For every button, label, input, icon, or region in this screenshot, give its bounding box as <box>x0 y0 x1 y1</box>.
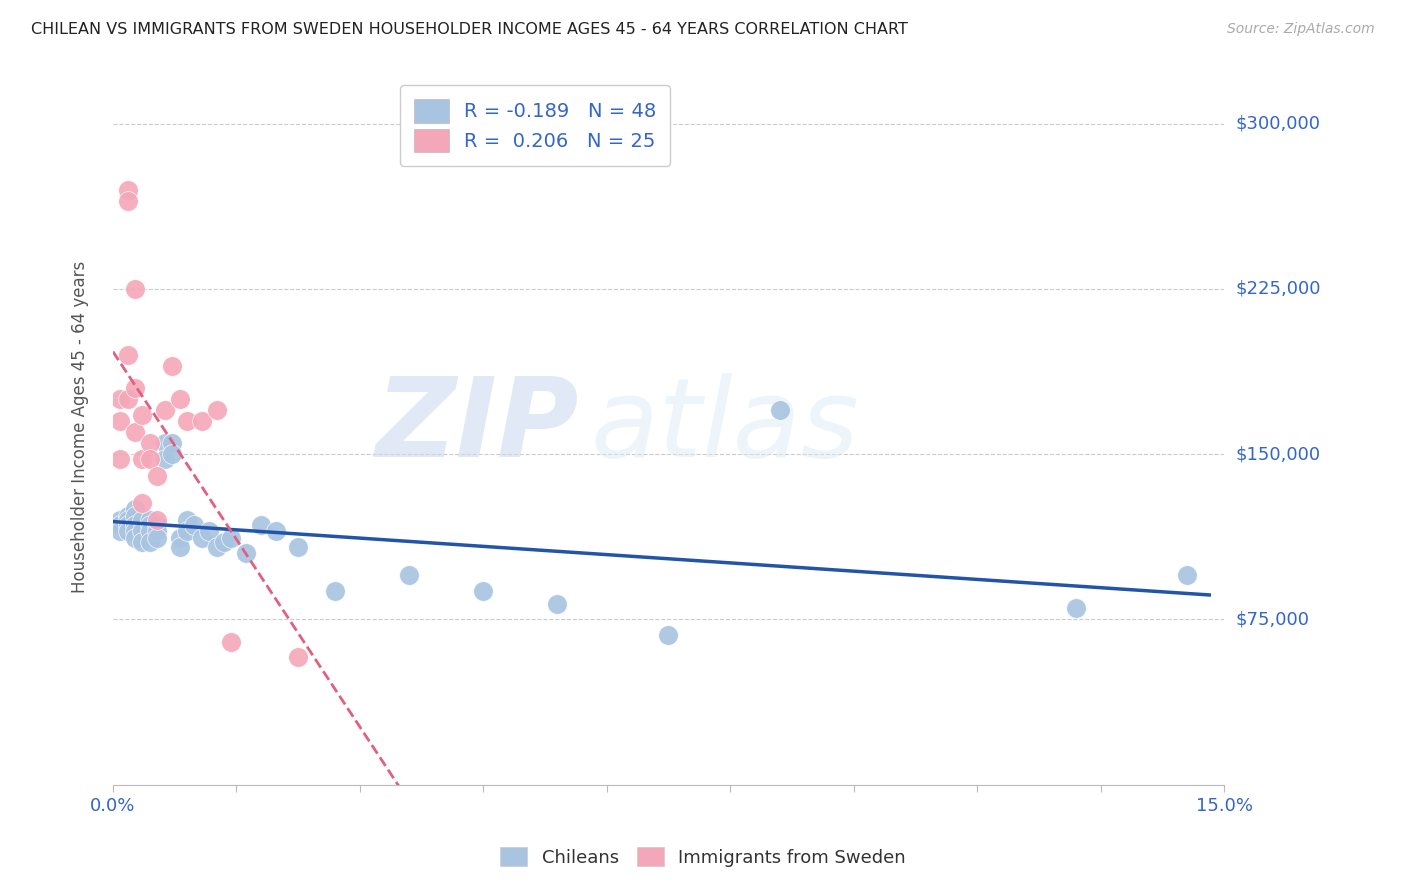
Text: $75,000: $75,000 <box>1236 610 1309 629</box>
Point <box>139 513 162 527</box>
Point <box>124 425 146 439</box>
Point <box>124 524 146 539</box>
Text: atlas: atlas <box>591 373 859 480</box>
Point <box>287 649 309 664</box>
Point <box>146 517 169 532</box>
Point <box>198 524 221 539</box>
Point <box>110 513 132 527</box>
Point <box>398 568 420 582</box>
Text: Source: ZipAtlas.com: Source: ZipAtlas.com <box>1227 22 1375 37</box>
Point <box>139 524 162 539</box>
Point <box>176 414 198 428</box>
Point <box>323 583 346 598</box>
Point <box>146 531 169 545</box>
Point <box>110 517 132 532</box>
Point <box>264 524 287 539</box>
Point <box>124 502 146 516</box>
Point <box>153 403 176 417</box>
Point <box>212 535 235 549</box>
Point <box>146 524 169 539</box>
Point <box>131 496 153 510</box>
Point <box>235 546 257 560</box>
Legend: Chileans, Immigrants from Sweden: Chileans, Immigrants from Sweden <box>494 840 912 874</box>
Point <box>131 513 153 527</box>
Point <box>117 517 139 532</box>
Point <box>139 436 162 450</box>
Point <box>124 381 146 395</box>
Text: CHILEAN VS IMMIGRANTS FROM SWEDEN HOUSEHOLDER INCOME AGES 45 - 64 YEARS CORRELAT: CHILEAN VS IMMIGRANTS FROM SWEDEN HOUSEH… <box>31 22 908 37</box>
Point <box>153 451 176 466</box>
Point <box>131 408 153 422</box>
Point <box>472 583 495 598</box>
Point <box>287 540 309 554</box>
Point <box>169 392 191 406</box>
Point <box>176 524 198 539</box>
Text: $150,000: $150,000 <box>1236 445 1320 463</box>
Point <box>117 513 139 527</box>
Point <box>221 531 243 545</box>
Point <box>160 359 183 373</box>
Point <box>139 535 162 549</box>
Point <box>117 183 139 197</box>
Point <box>546 597 568 611</box>
Point <box>124 531 146 545</box>
Text: $225,000: $225,000 <box>1236 280 1320 298</box>
Y-axis label: Householder Income Ages 45 - 64 years: Householder Income Ages 45 - 64 years <box>72 260 89 593</box>
Point <box>183 517 205 532</box>
Point <box>146 469 169 483</box>
Point <box>1175 568 1198 582</box>
Point <box>131 451 153 466</box>
Point <box>117 508 139 523</box>
Point <box>190 414 212 428</box>
Point <box>657 628 679 642</box>
Text: $300,000: $300,000 <box>1236 114 1320 133</box>
Point <box>124 282 146 296</box>
Point <box>160 436 183 450</box>
Point <box>146 513 169 527</box>
Point <box>117 194 139 208</box>
Point <box>110 451 132 466</box>
Point <box>110 524 132 539</box>
Legend: R = -0.189   N = 48, R =  0.206   N = 25: R = -0.189 N = 48, R = 0.206 N = 25 <box>401 86 671 166</box>
Point <box>250 517 273 532</box>
Point <box>131 535 153 549</box>
Point <box>169 531 191 545</box>
Point <box>190 531 212 545</box>
Point <box>169 540 191 554</box>
Point <box>110 392 132 406</box>
Point <box>139 517 162 532</box>
Point <box>1064 601 1087 615</box>
Point <box>117 392 139 406</box>
Point <box>205 540 228 554</box>
Point <box>110 414 132 428</box>
Point <box>117 348 139 362</box>
Point <box>160 447 183 461</box>
Point <box>221 634 243 648</box>
Text: ZIP: ZIP <box>375 373 579 480</box>
Point <box>153 436 176 450</box>
Point <box>768 403 790 417</box>
Point <box>205 403 228 417</box>
Point <box>139 451 162 466</box>
Point <box>176 513 198 527</box>
Point <box>124 508 146 523</box>
Point <box>124 517 146 532</box>
Point <box>131 524 153 539</box>
Point <box>117 524 139 539</box>
